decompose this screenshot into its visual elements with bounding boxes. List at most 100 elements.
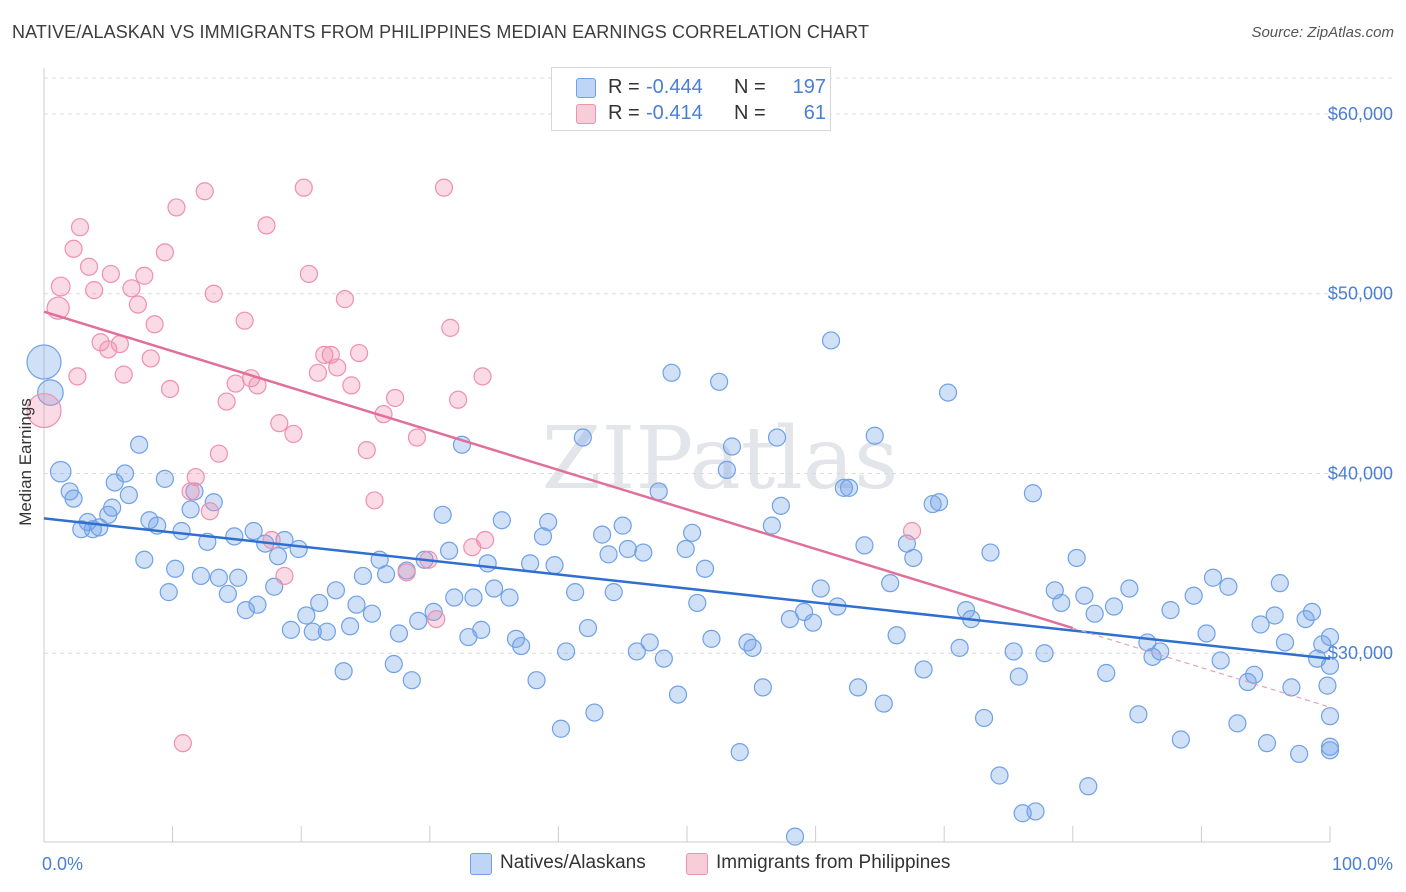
data-point — [613, 516, 632, 535]
data-point — [226, 374, 245, 393]
y-tick-label: $60,000 — [1328, 104, 1393, 124]
legend-r-value: -0.444 — [646, 76, 703, 98]
data-point — [389, 624, 409, 643]
data-point — [887, 626, 906, 645]
data-point — [654, 649, 673, 668]
data-point — [218, 584, 237, 604]
data-point — [340, 617, 360, 636]
data-point — [668, 685, 688, 704]
data-point — [585, 703, 604, 722]
y-axis-label: Median Earnings — [16, 398, 35, 526]
legend-r-label: R = — [608, 76, 640, 98]
data-point — [217, 392, 236, 411]
data-point — [767, 428, 787, 447]
data-point — [328, 358, 347, 377]
data-point — [385, 388, 405, 408]
data-point — [310, 593, 329, 613]
data-point — [803, 613, 823, 632]
data-point — [315, 345, 334, 364]
legend-swatch — [470, 853, 492, 875]
data-point — [166, 559, 185, 578]
data-point — [281, 620, 301, 639]
data-point — [974, 708, 994, 728]
data-point — [1104, 597, 1124, 616]
data-point — [649, 482, 668, 501]
data-point — [79, 257, 99, 276]
axes — [43, 68, 1331, 843]
data-point — [1026, 802, 1045, 821]
data-point — [362, 604, 382, 623]
data-point — [191, 566, 210, 586]
data-point — [257, 216, 276, 235]
data-point — [1282, 678, 1301, 697]
data-point — [204, 493, 223, 512]
data-point — [200, 502, 219, 521]
data-point — [49, 460, 72, 483]
data-point — [730, 743, 749, 762]
data-point — [1296, 609, 1315, 629]
legend-swatch-natives — [576, 78, 596, 98]
data-point — [128, 295, 147, 314]
data-point — [64, 239, 83, 258]
data-point — [1161, 601, 1180, 620]
legend-n-label: N = — [734, 102, 766, 124]
legend-label: Natives/Alaskans — [500, 852, 646, 873]
data-point — [433, 505, 452, 524]
data-point — [1320, 737, 1340, 756]
data-point — [262, 530, 281, 550]
data-point — [1009, 667, 1028, 686]
data-point — [181, 482, 200, 501]
data-point — [402, 671, 421, 690]
data-point — [1257, 734, 1277, 753]
data-point — [1097, 663, 1116, 683]
data-point — [627, 642, 646, 661]
data-point — [1228, 714, 1247, 733]
data-point — [821, 331, 841, 350]
data-point — [141, 349, 160, 368]
x-tick-label: 100.0% — [1332, 854, 1393, 874]
data-point — [407, 428, 427, 447]
data-point — [1290, 744, 1309, 764]
data-point — [294, 178, 313, 197]
data-point — [923, 494, 942, 514]
data-point — [881, 574, 900, 593]
y-tick-label: $50,000 — [1328, 284, 1393, 304]
data-point — [1151, 642, 1170, 661]
data-point — [492, 511, 511, 530]
legend-n-label: N = — [734, 76, 766, 98]
data-point — [101, 264, 120, 284]
data-point — [270, 414, 289, 433]
data-point — [50, 276, 71, 297]
data-point — [397, 563, 416, 582]
data-point — [848, 678, 868, 697]
data-point — [771, 496, 790, 515]
data-point — [235, 311, 254, 330]
data-point — [1052, 593, 1071, 613]
data-point — [155, 469, 174, 488]
data-point — [710, 372, 729, 391]
trend-lines — [43, 310, 1331, 708]
data-point — [284, 424, 303, 444]
data-point — [914, 660, 933, 679]
legend-n-value: 61 — [803, 102, 826, 124]
data-point — [439, 541, 459, 560]
data-point — [159, 583, 178, 602]
data-point — [855, 536, 874, 555]
legend-swatch — [686, 853, 708, 875]
data-point — [834, 478, 853, 497]
data-point — [441, 318, 460, 337]
data-point — [448, 390, 468, 409]
grid-lines — [44, 77, 1392, 654]
data-point — [1120, 579, 1139, 598]
series-immigrants-philippines — [26, 178, 922, 753]
data-point — [384, 654, 403, 674]
data-point — [618, 539, 637, 559]
data-point — [424, 602, 443, 622]
data-point — [299, 264, 319, 284]
data-point — [785, 827, 805, 846]
data-point — [275, 566, 294, 586]
data-point — [780, 609, 799, 629]
data-point — [702, 629, 721, 648]
data-point — [427, 609, 446, 629]
